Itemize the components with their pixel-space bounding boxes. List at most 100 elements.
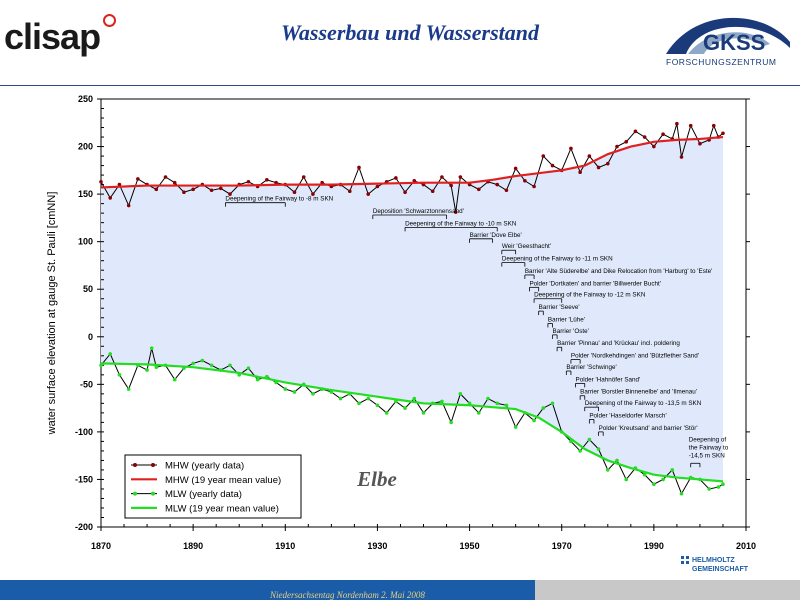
data-point <box>679 491 684 496</box>
y-tick-label: 50 <box>83 284 93 294</box>
data-point <box>675 121 679 126</box>
x-tick-label: 1890 <box>183 541 203 551</box>
y-tick-label: 200 <box>78 142 93 152</box>
event-label: Barrier 'Alte Süderelbe' and Dike Reloca… <box>525 268 712 275</box>
data-point <box>642 135 647 139</box>
data-point <box>366 396 371 401</box>
data-point <box>541 406 546 410</box>
helmholtz-logo: HELMHOLTZ GEMEINSCHAFT <box>692 556 748 574</box>
data-point <box>550 163 555 168</box>
data-point <box>652 482 656 487</box>
data-point <box>550 401 555 406</box>
data-point <box>412 396 417 401</box>
data-point <box>615 458 619 463</box>
series-line <box>100 135 724 189</box>
data-point <box>721 131 725 136</box>
data-point <box>136 177 140 181</box>
y-tick-label: 150 <box>78 189 93 199</box>
data-point <box>688 123 693 128</box>
data-point <box>384 411 389 415</box>
data-point <box>430 189 435 194</box>
y-tick-label: -200 <box>75 522 93 532</box>
clisap-logo: clisap <box>4 14 117 58</box>
data-point <box>163 175 168 179</box>
data-point <box>172 180 177 185</box>
series-line <box>100 123 724 213</box>
event-label: Deepening of the Fairway to -8 m SKN <box>225 196 333 203</box>
data-point <box>679 155 684 159</box>
data-point <box>449 420 453 425</box>
data-point <box>633 129 638 134</box>
event-label: Barrier 'Schwinge' <box>566 364 616 371</box>
data-point <box>191 187 195 192</box>
data-point <box>117 182 122 187</box>
data-point <box>578 449 582 453</box>
y-axis-label: water surface elevation at gauge St. Pau… <box>46 192 58 436</box>
y-tick-label: -150 <box>75 474 93 484</box>
data-point <box>292 190 297 195</box>
footer-bar-blue <box>0 580 535 600</box>
data-point <box>569 146 573 151</box>
data-point <box>246 179 251 184</box>
legend-label: MHW (19 year mean value) <box>165 475 281 486</box>
series-line <box>100 348 724 495</box>
event-label: Polder 'Dortkaten' and barrier 'Billwerd… <box>529 280 661 287</box>
legend-marker <box>133 463 137 467</box>
data-point <box>578 170 582 175</box>
data-point <box>707 487 711 491</box>
data-point <box>403 190 407 195</box>
data-point <box>126 203 131 208</box>
legend-marker <box>151 491 155 496</box>
data-point <box>200 358 205 363</box>
data-point <box>255 377 260 382</box>
data-point <box>523 178 527 183</box>
data-point <box>172 377 177 382</box>
data-point <box>274 180 278 185</box>
data-point <box>587 437 592 442</box>
data-point <box>721 482 725 487</box>
data-point <box>154 187 159 192</box>
data-point <box>191 361 195 366</box>
data-point <box>108 352 113 356</box>
data-point <box>458 175 463 179</box>
event-label: Barrier 'Seeve' <box>539 304 580 311</box>
y-tick-label: -100 <box>75 427 93 437</box>
gkss-logo-text: GKSS <box>703 30 766 55</box>
data-point <box>596 165 601 170</box>
data-point <box>182 190 186 195</box>
data-point <box>338 396 343 401</box>
water-level-chart: -200 -150 -100 -50 0 50 100 150 200 250 1870 1890 19… <box>46 94 756 551</box>
data-point <box>624 140 629 144</box>
data-point <box>228 363 232 368</box>
x-tick-label: 1990 <box>644 541 664 551</box>
gkss-logo-arc <box>666 17 790 54</box>
data-point <box>440 399 444 404</box>
data-point <box>513 166 518 171</box>
data-point <box>403 406 407 410</box>
data-point <box>453 210 458 214</box>
event-label: Barrier 'Pinnau' and 'Krückau' incl. pol… <box>557 340 680 347</box>
river-label: Elbe <box>356 467 397 491</box>
y-tick-label: 100 <box>78 237 93 247</box>
data-point <box>615 144 619 149</box>
data-point <box>357 165 361 170</box>
x-tick-label: 1930 <box>367 541 387 551</box>
data-point <box>661 132 665 136</box>
gkss-logo-subtext: FORSCHUNGSZENTRUM <box>666 57 777 67</box>
event-label: Barrier 'Lühe' <box>548 316 585 323</box>
y-tick-label: 0 <box>88 332 93 342</box>
x-tick-label: 1910 <box>275 541 295 551</box>
data-point <box>532 418 536 423</box>
data-point <box>347 189 352 194</box>
data-point <box>421 411 426 415</box>
x-tick-label: 1970 <box>552 541 572 551</box>
data-point <box>108 196 113 200</box>
event-label: Deepening of the Fairway to -14,5 m SKN <box>689 436 729 459</box>
data-point <box>145 368 149 372</box>
data-point <box>504 188 509 193</box>
data-point <box>292 390 297 394</box>
tidal-range-band <box>101 137 723 482</box>
data-point <box>532 184 536 189</box>
legend-label: MHW (yearly data) <box>165 461 244 472</box>
event-label: Barrier 'Borstler Binnenelbe' and 'Ilmen… <box>580 389 697 396</box>
